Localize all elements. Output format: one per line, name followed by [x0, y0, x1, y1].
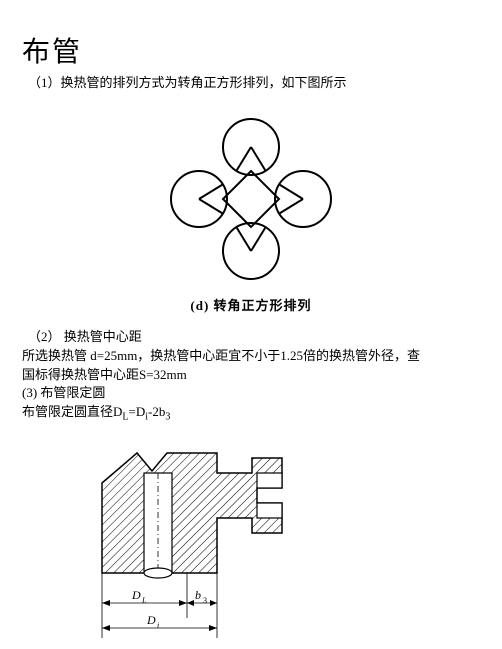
svg-text:b: b — [195, 588, 201, 602]
svg-text:i: i — [157, 621, 159, 630]
diagram-caption: (d) 转角正方形排列 — [190, 295, 311, 314]
svg-text:D: D — [146, 613, 156, 627]
flange-svg: DLb3 Di — [82, 443, 302, 643]
section-1-heading: （1）换热管的排列方式为转角正方形排列，如下图所示 — [22, 74, 480, 93]
page-title: 布管 — [22, 30, 480, 70]
svg-text:L: L — [141, 596, 147, 605]
arrangement-svg — [151, 107, 351, 287]
svg-text:3: 3 — [203, 596, 207, 605]
section-3-heading: (3) 布管限定圆 — [22, 384, 480, 403]
section-2-heading: （2） 换热管中心距 — [22, 328, 480, 347]
rotated-square-diagram: (d) 转角正方形排列 — [22, 107, 480, 314]
section-3-formula: 布管限定圆直径DL=Di-2b3 — [22, 403, 480, 425]
flange-section-drawing: DLb3 Di — [82, 443, 480, 648]
svg-text:D: D — [131, 588, 141, 602]
section-2-line-1: 所选换热管 d=25mm，换热管中心距宜不小于1.25倍的换热管外径，查 — [22, 347, 480, 366]
section-2-line-2: 国标得换热管中心距S=32mm — [22, 366, 480, 385]
